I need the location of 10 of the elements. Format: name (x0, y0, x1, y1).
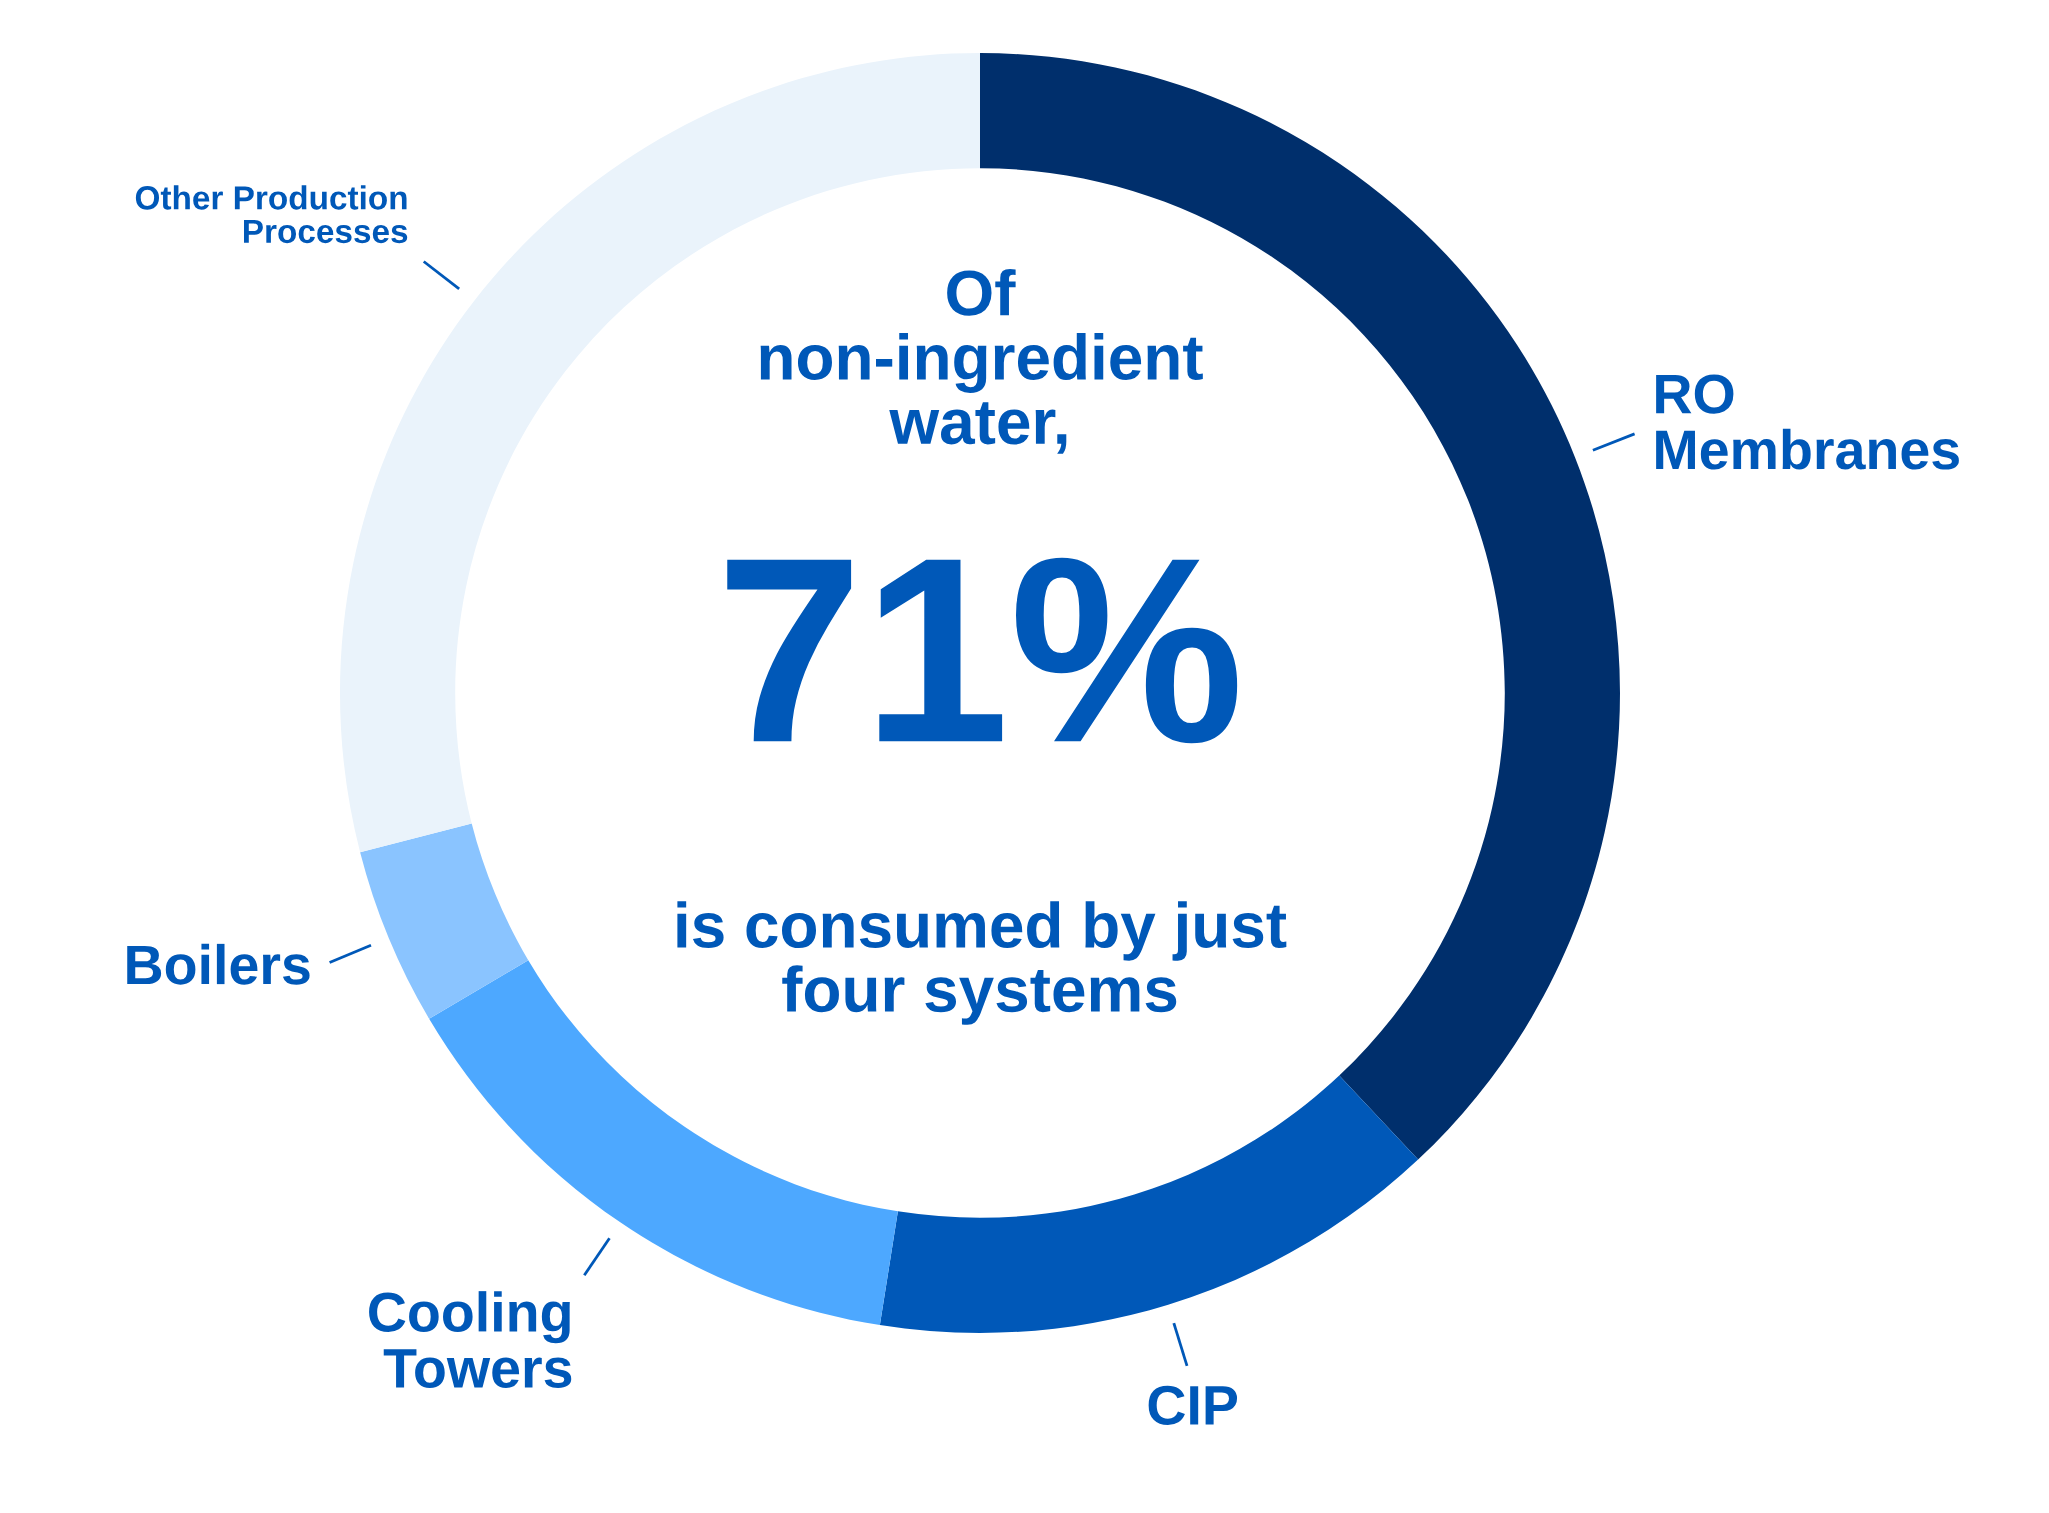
slice-label: Other Production Processes (135, 185, 408, 244)
slice-label: CIP (1148, 1385, 1238, 1426)
text: is consumed by just four systems (677, 901, 1287, 1025)
slice-label: RO Membranes (1656, 374, 1959, 470)
donut-slice (360, 823, 529, 1019)
slice-label: Boilers (127, 943, 310, 985)
donut-slice (879, 1075, 1419, 1333)
slice-label: Cooling Towers (369, 1291, 572, 1389)
text: 71% (727, 557, 1238, 744)
text: Of non-ingredient water, (760, 268, 1203, 454)
